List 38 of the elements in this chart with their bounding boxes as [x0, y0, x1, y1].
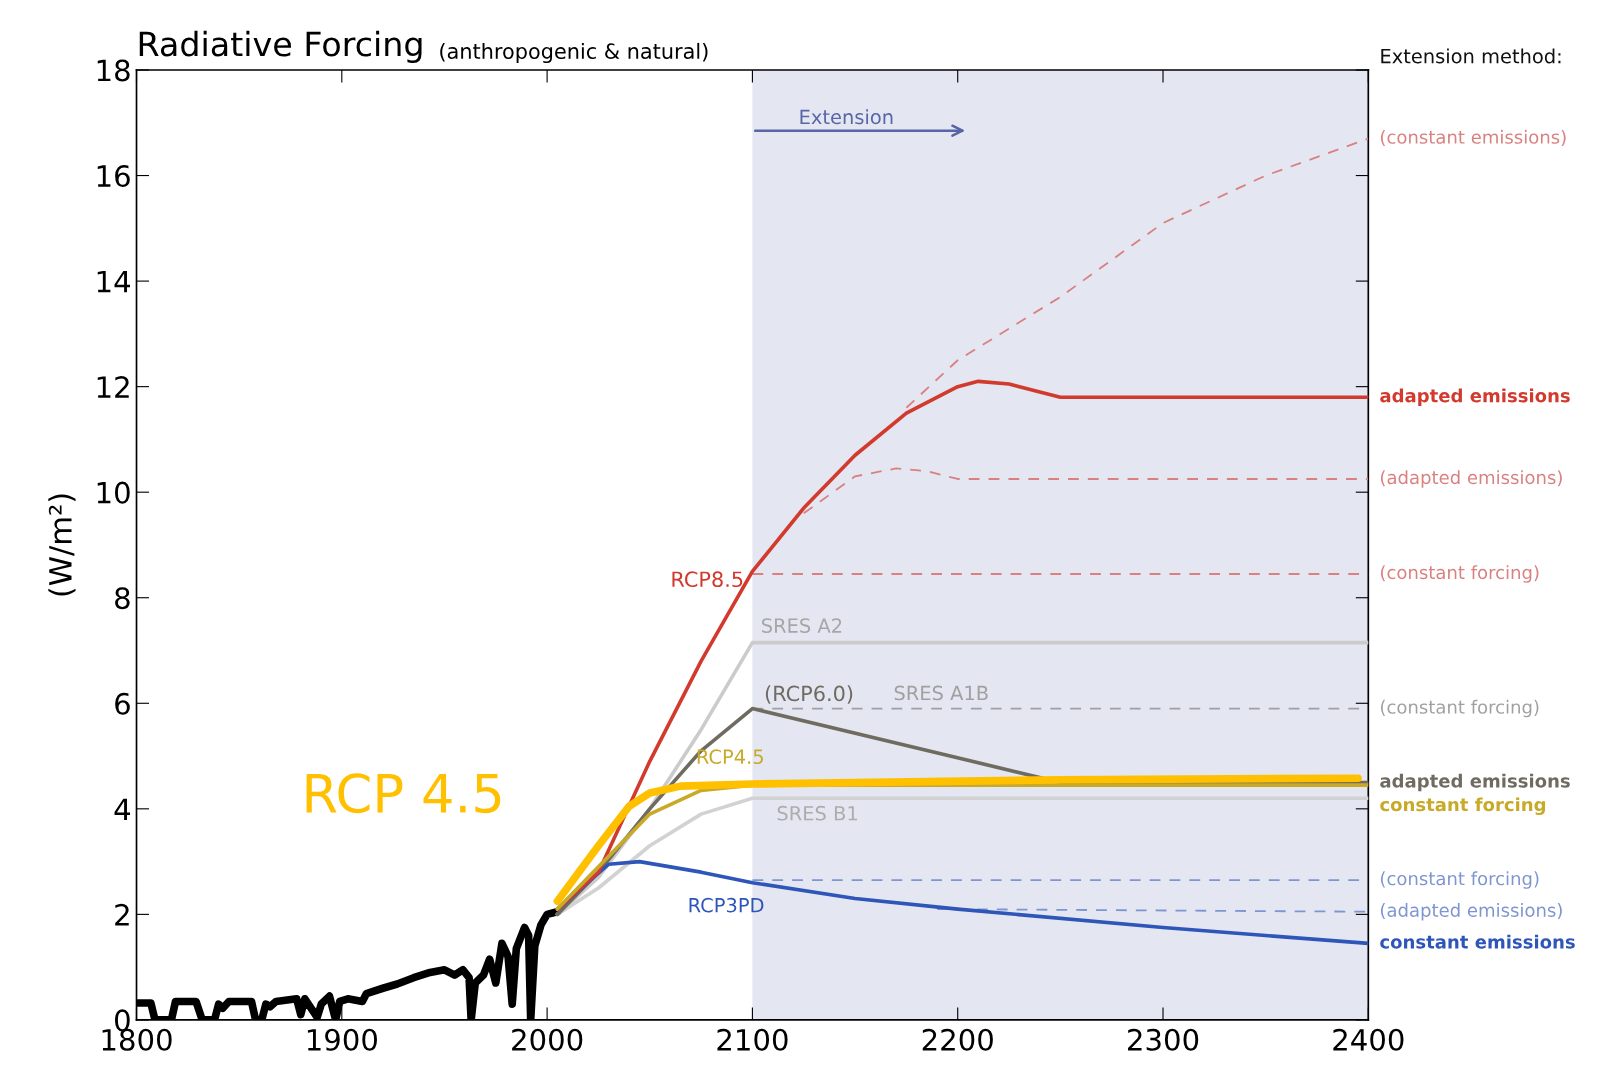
x-tick-label: 2000	[512, 1028, 583, 1051]
annotation: RCP 4.5	[306, 773, 501, 814]
x-tick-label: 2100	[717, 1028, 788, 1051]
y-tick-label: 2	[115, 903, 129, 926]
y-tick-label: 6	[115, 692, 130, 715]
series-label: (constant emissions)	[1380, 129, 1566, 146]
annotation: RCP3PD	[689, 897, 764, 913]
series-label: (adapted emissions)	[1380, 903, 1562, 921]
annotation: RCP8.5	[672, 571, 743, 588]
series-label: (constant forcing)	[1380, 565, 1539, 583]
text: Extension method:	[1381, 48, 1561, 64]
y-tick-label: 12	[97, 376, 129, 398]
x-tick-label: 2400	[1333, 1028, 1404, 1051]
annotation: SRES A1B	[894, 685, 988, 701]
band-label: Extension	[800, 109, 893, 125]
y-tick-label: 4	[114, 798, 131, 820]
annotation: RCP4.5	[697, 749, 763, 765]
series-label: constant emissions	[1380, 934, 1575, 949]
series-label: adapted emissions	[1380, 388, 1570, 406]
y-tick-label: 14	[97, 270, 131, 293]
annotation: SRES A2	[762, 618, 842, 633]
series-label: (constant forcing)	[1380, 871, 1539, 889]
x-tick-label: 2200	[922, 1028, 993, 1051]
y-tick-label: 16	[97, 164, 130, 188]
y-axis-title: (W/m²)	[48, 494, 76, 596]
x-tick-label: 1900	[307, 1028, 377, 1051]
series-label: adapted emissions	[1380, 773, 1570, 792]
x-tick-label: 2300	[1128, 1028, 1199, 1051]
annotation: (RCP6.0)	[765, 685, 853, 704]
annotation: SRES B1	[777, 805, 857, 821]
chart-subtitle: (anthropogenic & natural)	[440, 42, 708, 64]
series-label: (constant forcing)	[1380, 699, 1539, 718]
chart-title: Radiative Forcing	[139, 30, 422, 64]
y-tick-label: 18	[97, 59, 130, 82]
y-tick-label: 10	[97, 481, 130, 504]
series-label: (adapted emissions)	[1380, 470, 1562, 488]
y-tick-label: 8	[115, 587, 130, 610]
series-label: constant forcing	[1380, 797, 1546, 815]
